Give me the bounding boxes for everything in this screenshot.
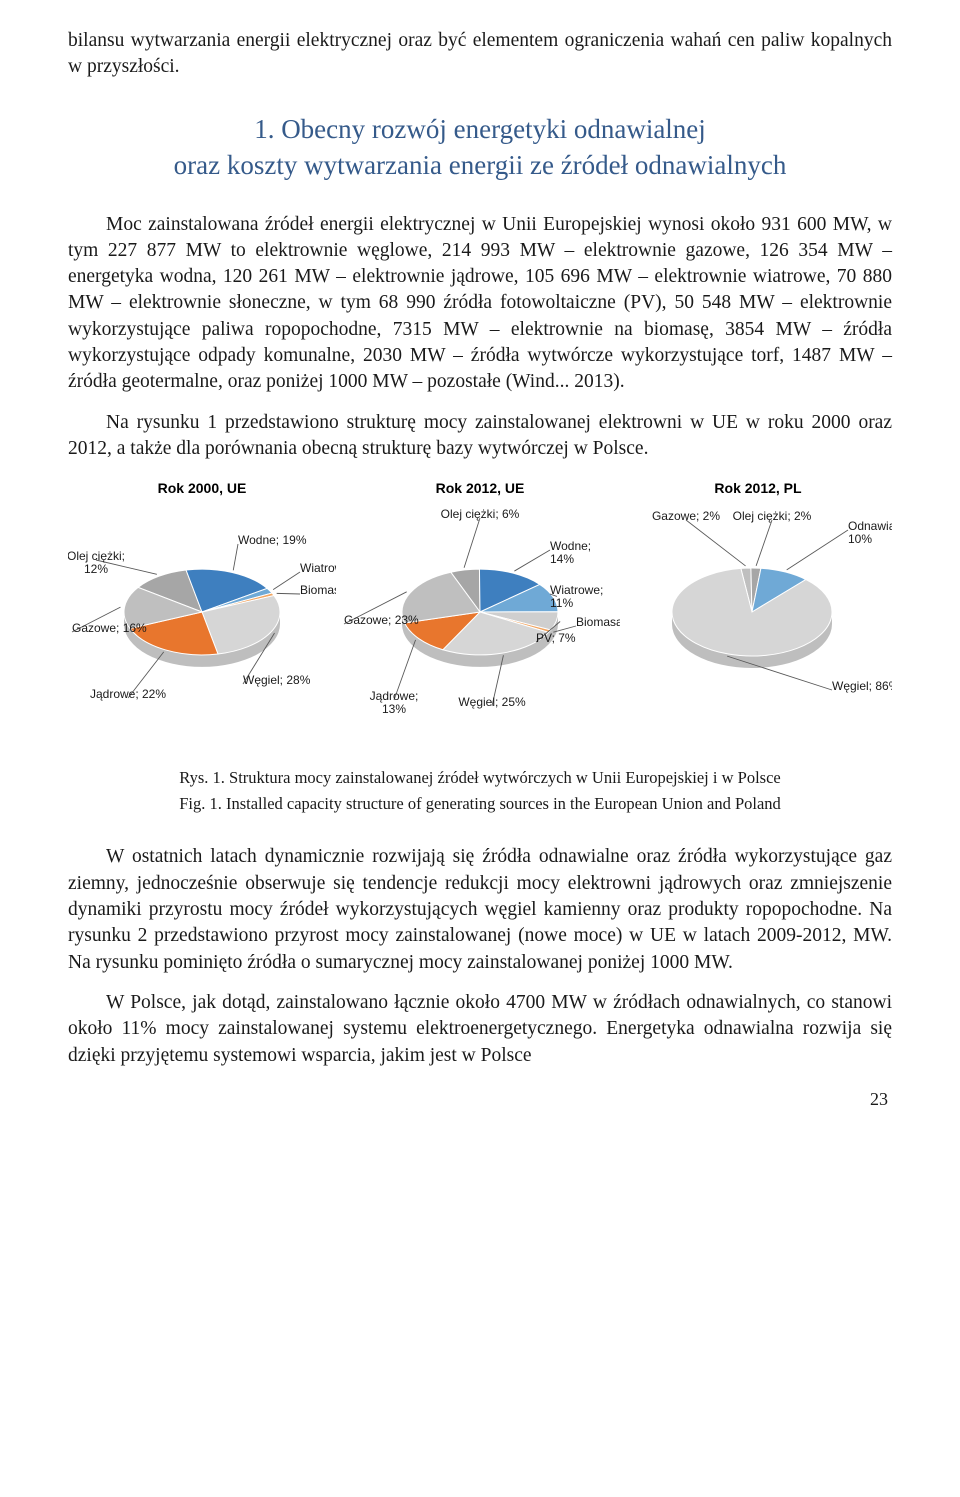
svg-text:Wiatrowe;11%: Wiatrowe;11% — [550, 583, 603, 610]
chart-2012-pl: Rok 2012, PL Gazowe; 2% Olej ciężki; 2% Od… — [624, 480, 892, 732]
chart-2000-ue: Rok 2000, UE Olej ciężki;12% Wodne; 19% Wi… — [68, 480, 336, 732]
svg-text:PV; 7%: PV; 7% — [536, 631, 576, 645]
figure-caption-pl: Rys. 1. Struktura mocy zainstalowanej źr… — [68, 768, 892, 788]
heading-line2: oraz koszty wytwarzania energii ze źróde… — [174, 150, 787, 180]
svg-text:Jądrowe; 22%: Jądrowe; 22% — [90, 687, 166, 701]
svg-text:Olej ciężki; 2%: Olej ciężki; 2% — [733, 509, 812, 523]
svg-text:Węgiel; 25%: Węgiel; 25% — [458, 695, 526, 709]
pie-charts-row: Rok 2000, UE Olej ciężki;12% Wodne; 19% Wi… — [68, 480, 892, 732]
paragraph-1: Moc zainstalowana źródeł energii elektry… — [68, 212, 892, 396]
svg-text:Olej ciężki;12%: Olej ciężki;12% — [68, 549, 125, 576]
paragraph-3: W ostatnich latach dynamicznie rozwijają… — [68, 844, 892, 976]
svg-text:Węgiel; 86%: Węgiel; 86% — [832, 679, 892, 693]
svg-text:Odnawialne;10%: Odnawialne;10% — [848, 519, 892, 546]
section-heading: 1. Obecny rozwój energetyki odnawialnej … — [68, 111, 892, 184]
svg-text:Gazowe; 2%: Gazowe; 2% — [652, 509, 720, 523]
svg-text:Węgiel; 28%: Węgiel; 28% — [243, 673, 311, 687]
paragraph-4: W Polsce, jak dotąd, zainstalowano łączn… — [68, 990, 892, 1069]
figure-caption-en: Fig. 1. Installed capacity structure of … — [68, 794, 892, 814]
svg-text:Biomasa; 1%: Biomasa; 1% — [300, 583, 336, 597]
intro-paragraph: bilansu wytwarzania energii elektrycznej… — [68, 28, 892, 81]
svg-text:Wiatrowe; 2%: Wiatrowe; 2% — [300, 561, 336, 575]
svg-text:Olej ciężki; 6%: Olej ciężki; 6% — [441, 507, 520, 521]
chart1-title: Rok 2000, UE — [158, 480, 247, 496]
chart2-title: Rok 2012, UE — [436, 480, 525, 496]
chart3-title: Rok 2012, PL — [714, 480, 801, 496]
heading-line1: 1. Obecny rozwój energetyki odnawialnej — [254, 114, 706, 144]
pie-chart-2000-ue: Olej ciężki;12% Wodne; 19% Wiatrowe; 2% Bio… — [68, 502, 336, 732]
page-number: 23 — [68, 1089, 892, 1110]
pie-chart-2012-pl: Gazowe; 2% Olej ciężki; 2% Odnawialne;10% W… — [624, 502, 892, 732]
svg-text:Wodne; 19%: Wodne; 19% — [238, 533, 307, 547]
pie-chart-2012-ue: Olej ciężki; 6% Wodne;14% Wiatrowe;11% PV; … — [340, 502, 620, 732]
svg-text:Gazowe; 23%: Gazowe; 23% — [344, 613, 419, 627]
svg-text:Wodne;14%: Wodne;14% — [550, 539, 591, 566]
chart-2012-ue: Rok 2012, UE Olej ciężki; 6% Wodne;14% Wia… — [340, 480, 620, 732]
svg-text:Gazowe; 16%: Gazowe; 16% — [72, 621, 147, 635]
svg-text:Biomasa; 1%: Biomasa; 1% — [576, 615, 620, 629]
svg-text:Jądrowe;13%: Jądrowe;13% — [370, 689, 419, 716]
paragraph-2: Na rysunku 1 przedstawiono strukturę moc… — [68, 410, 892, 463]
